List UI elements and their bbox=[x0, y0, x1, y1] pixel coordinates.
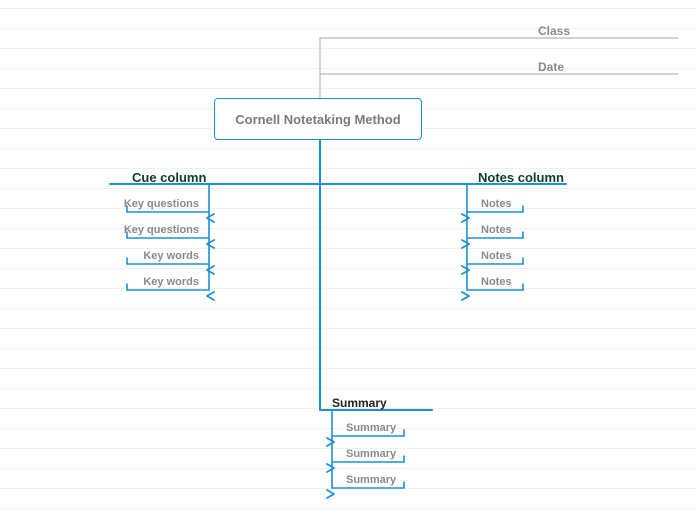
text-node: Date bbox=[538, 60, 564, 74]
root-label: Cornell Notetaking Method bbox=[235, 112, 400, 127]
text-node: Notes bbox=[481, 198, 512, 210]
text-node: Summary bbox=[332, 396, 387, 410]
text-node: Cue column bbox=[132, 170, 206, 185]
text-node: Notes bbox=[481, 250, 512, 262]
text-node: Summary bbox=[346, 448, 396, 460]
root-node: Cornell Notetaking Method bbox=[214, 98, 422, 140]
connector-lines bbox=[0, 0, 696, 520]
text-node: Key words bbox=[143, 250, 199, 262]
text-node: Key questions bbox=[124, 224, 199, 236]
text-node: Notes bbox=[481, 224, 512, 236]
text-node: Key questions bbox=[124, 198, 199, 210]
text-node: Summary bbox=[346, 474, 396, 486]
text-node: Key words bbox=[143, 276, 199, 288]
text-node: Summary bbox=[346, 422, 396, 434]
text-node: Class bbox=[538, 24, 570, 38]
text-node: Notes bbox=[481, 276, 512, 288]
text-node: Notes column bbox=[478, 170, 564, 185]
